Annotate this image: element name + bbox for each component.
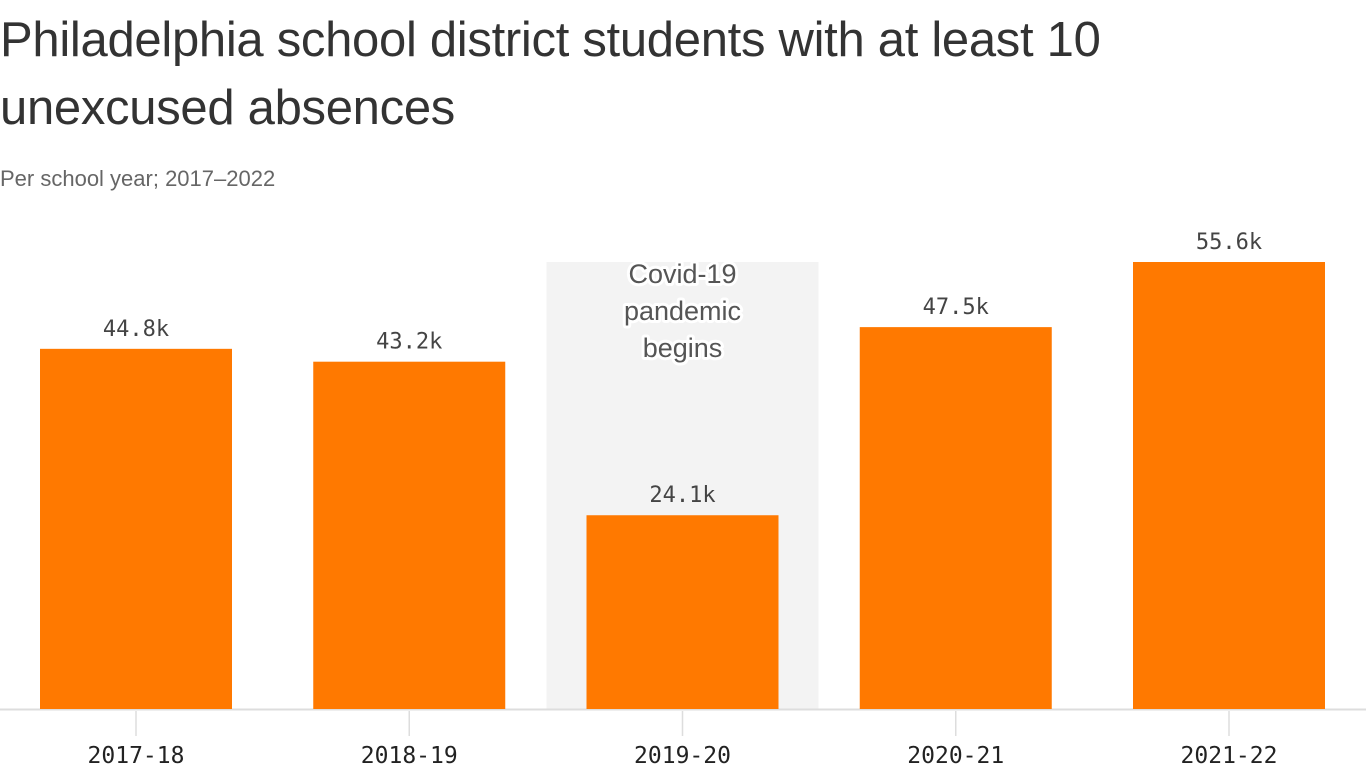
- value-label-2021-22: 55.6k: [1196, 230, 1262, 255]
- value-label-2017-18: 44.8k: [103, 317, 169, 342]
- x-tick-label-2021-22: 2021-22: [1181, 743, 1278, 768]
- annotation-text: pandemic: [624, 296, 741, 326]
- bar-2017-18: [40, 348, 232, 709]
- value-label-2019-20: 24.1k: [649, 483, 715, 508]
- x-tick-label-2019-20: 2019-20: [634, 743, 731, 768]
- chart-subtitle: Per school year; 2017–2022: [0, 166, 276, 191]
- chart-title: Philadelphia school district students wi…: [0, 13, 1101, 135]
- value-label-2020-21: 47.5k: [923, 295, 989, 320]
- bar-2021-22: [1133, 262, 1325, 709]
- value-label-2018-19: 43.2k: [376, 330, 442, 355]
- annotation-text: begins: [643, 333, 723, 363]
- annotation-text: Covid-19: [628, 259, 736, 289]
- x-tick-label-2017-18: 2017-18: [88, 743, 185, 768]
- x-tick-label-2020-21: 2020-21: [907, 743, 1004, 768]
- bar-2020-21: [859, 327, 1052, 709]
- bar-2018-19: [313, 361, 506, 709]
- x-tick-label-2018-19: 2018-19: [361, 743, 458, 768]
- bar-2019-20: [586, 515, 779, 709]
